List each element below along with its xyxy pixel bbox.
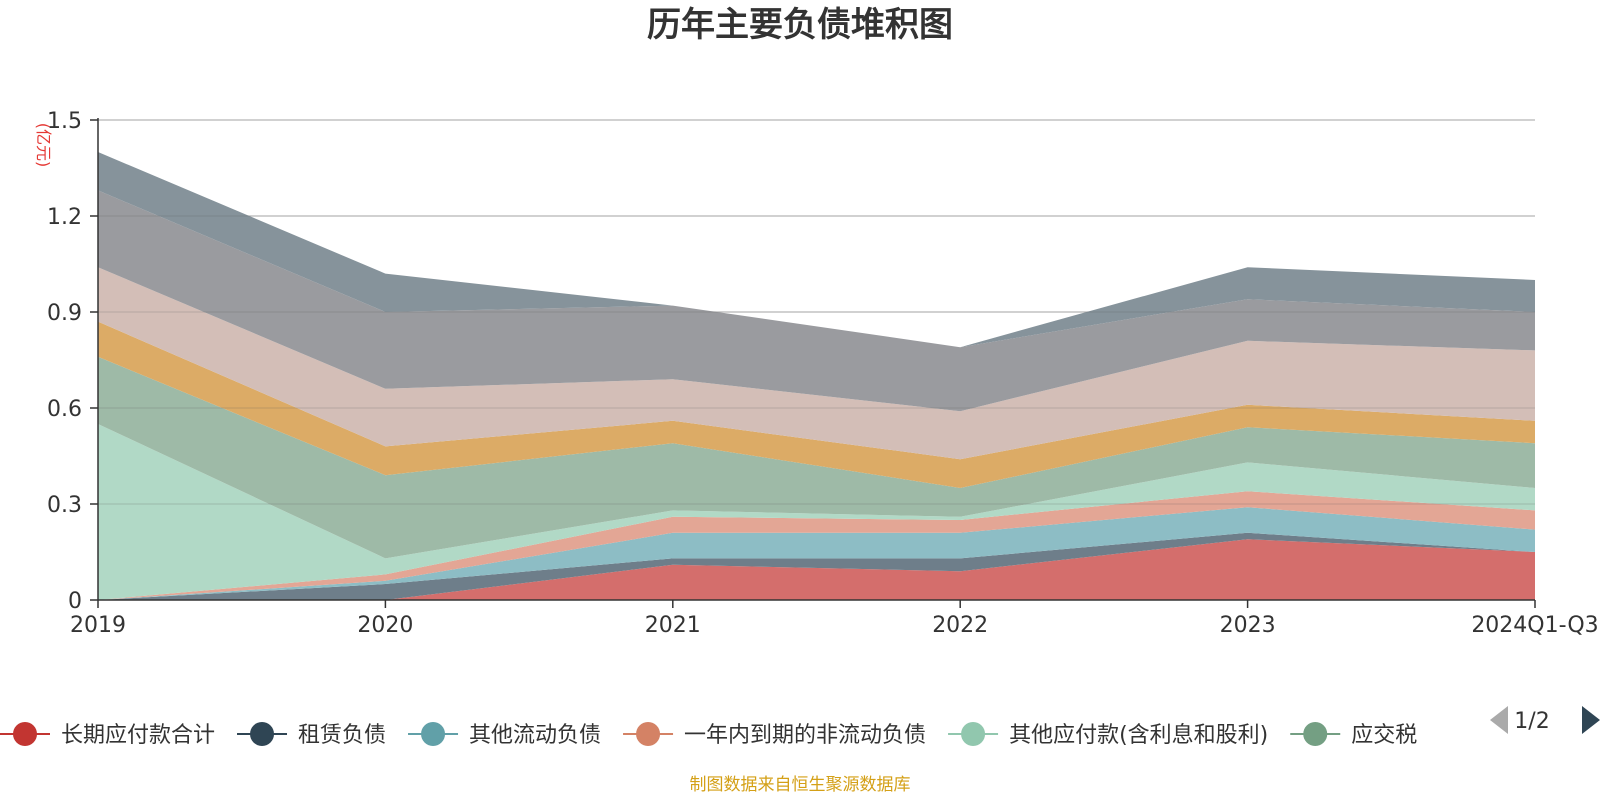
legend-label: 其他流动负债 [469,723,601,748]
area-series [98,119,1535,600]
legend-label: 长期应付款合计 [61,723,215,748]
x-tick-label: 2020 [357,613,413,638]
area-series-4 [98,491,1535,600]
area-series-6 [98,356,1535,559]
area-series-7 [98,321,1535,488]
x-tick-label: 2021 [645,613,701,638]
x-tick-label: 2023 [1220,613,1276,638]
y-axis-unit: (亿元) [34,123,53,168]
y-tick-label: 0.9 [47,301,82,326]
legend-marker-icon [636,722,661,746]
y-tick-label: 0 [68,589,82,614]
legend-item[interactable]: 应交税 [1290,722,1417,748]
legend: 长期应付款合计 租赁负债 其他流动负债 一年内到期的非流动负债 其他应付款(含利息和股利… [0,722,1417,748]
area-series-5 [98,424,1535,600]
area-series-9 [98,190,1535,412]
legend-item[interactable]: 其他应付款(含利息和股利) [948,722,1268,748]
x-tick-label: 2024Q1-Q3 [1471,613,1598,638]
axes: 0 0.3 0.6 0.9 1.2 1.5 2019 2020 2021 2022 2023 2024… [47,109,1599,638]
prev-page-icon[interactable] [1490,706,1508,734]
x-tick-label: 2022 [932,613,988,638]
data-source-footer: 制图数据来自恒生聚源数据库 [690,775,911,795]
y-tick-label: 0.3 [47,493,82,518]
next-page-icon[interactable] [1582,706,1600,734]
area-series-10 [98,152,1535,348]
area-series-3 [98,507,1535,600]
area-series-2 [98,532,1535,600]
legend-marker-icon [961,722,986,746]
legend-marker-icon [421,722,446,746]
legend-marker-icon [1303,722,1328,746]
legend-label: 一年内到期的非流动负债 [684,723,926,748]
y-tick-label: 1.2 [47,205,82,230]
legend-item[interactable]: 一年内到期的非流动负债 [623,722,926,748]
legend-marker-icon [13,722,37,746]
legend-pager: 1/2 [1490,706,1600,734]
chart-title: 历年主要负债堆积图 [647,5,953,45]
legend-label: 租赁负债 [298,723,386,748]
legend-label: 其他应付款(含利息和股利) [1009,723,1268,748]
legend-item[interactable]: 租赁负债 [237,722,386,748]
area-series-1 [98,539,1535,600]
x-tick-label: 2019 [70,613,126,638]
area-series-8 [98,267,1535,460]
legend-page-indicator: 1/2 [1514,709,1549,734]
y-tick-label: 0.6 [47,397,82,422]
legend-item[interactable]: 长期应付款合计 [0,722,215,748]
legend-item[interactable]: 其他流动负债 [408,722,601,748]
legend-marker-icon [250,722,275,746]
legend-label: 应交税 [1351,723,1417,748]
y-tick-label: 1.5 [47,109,82,134]
